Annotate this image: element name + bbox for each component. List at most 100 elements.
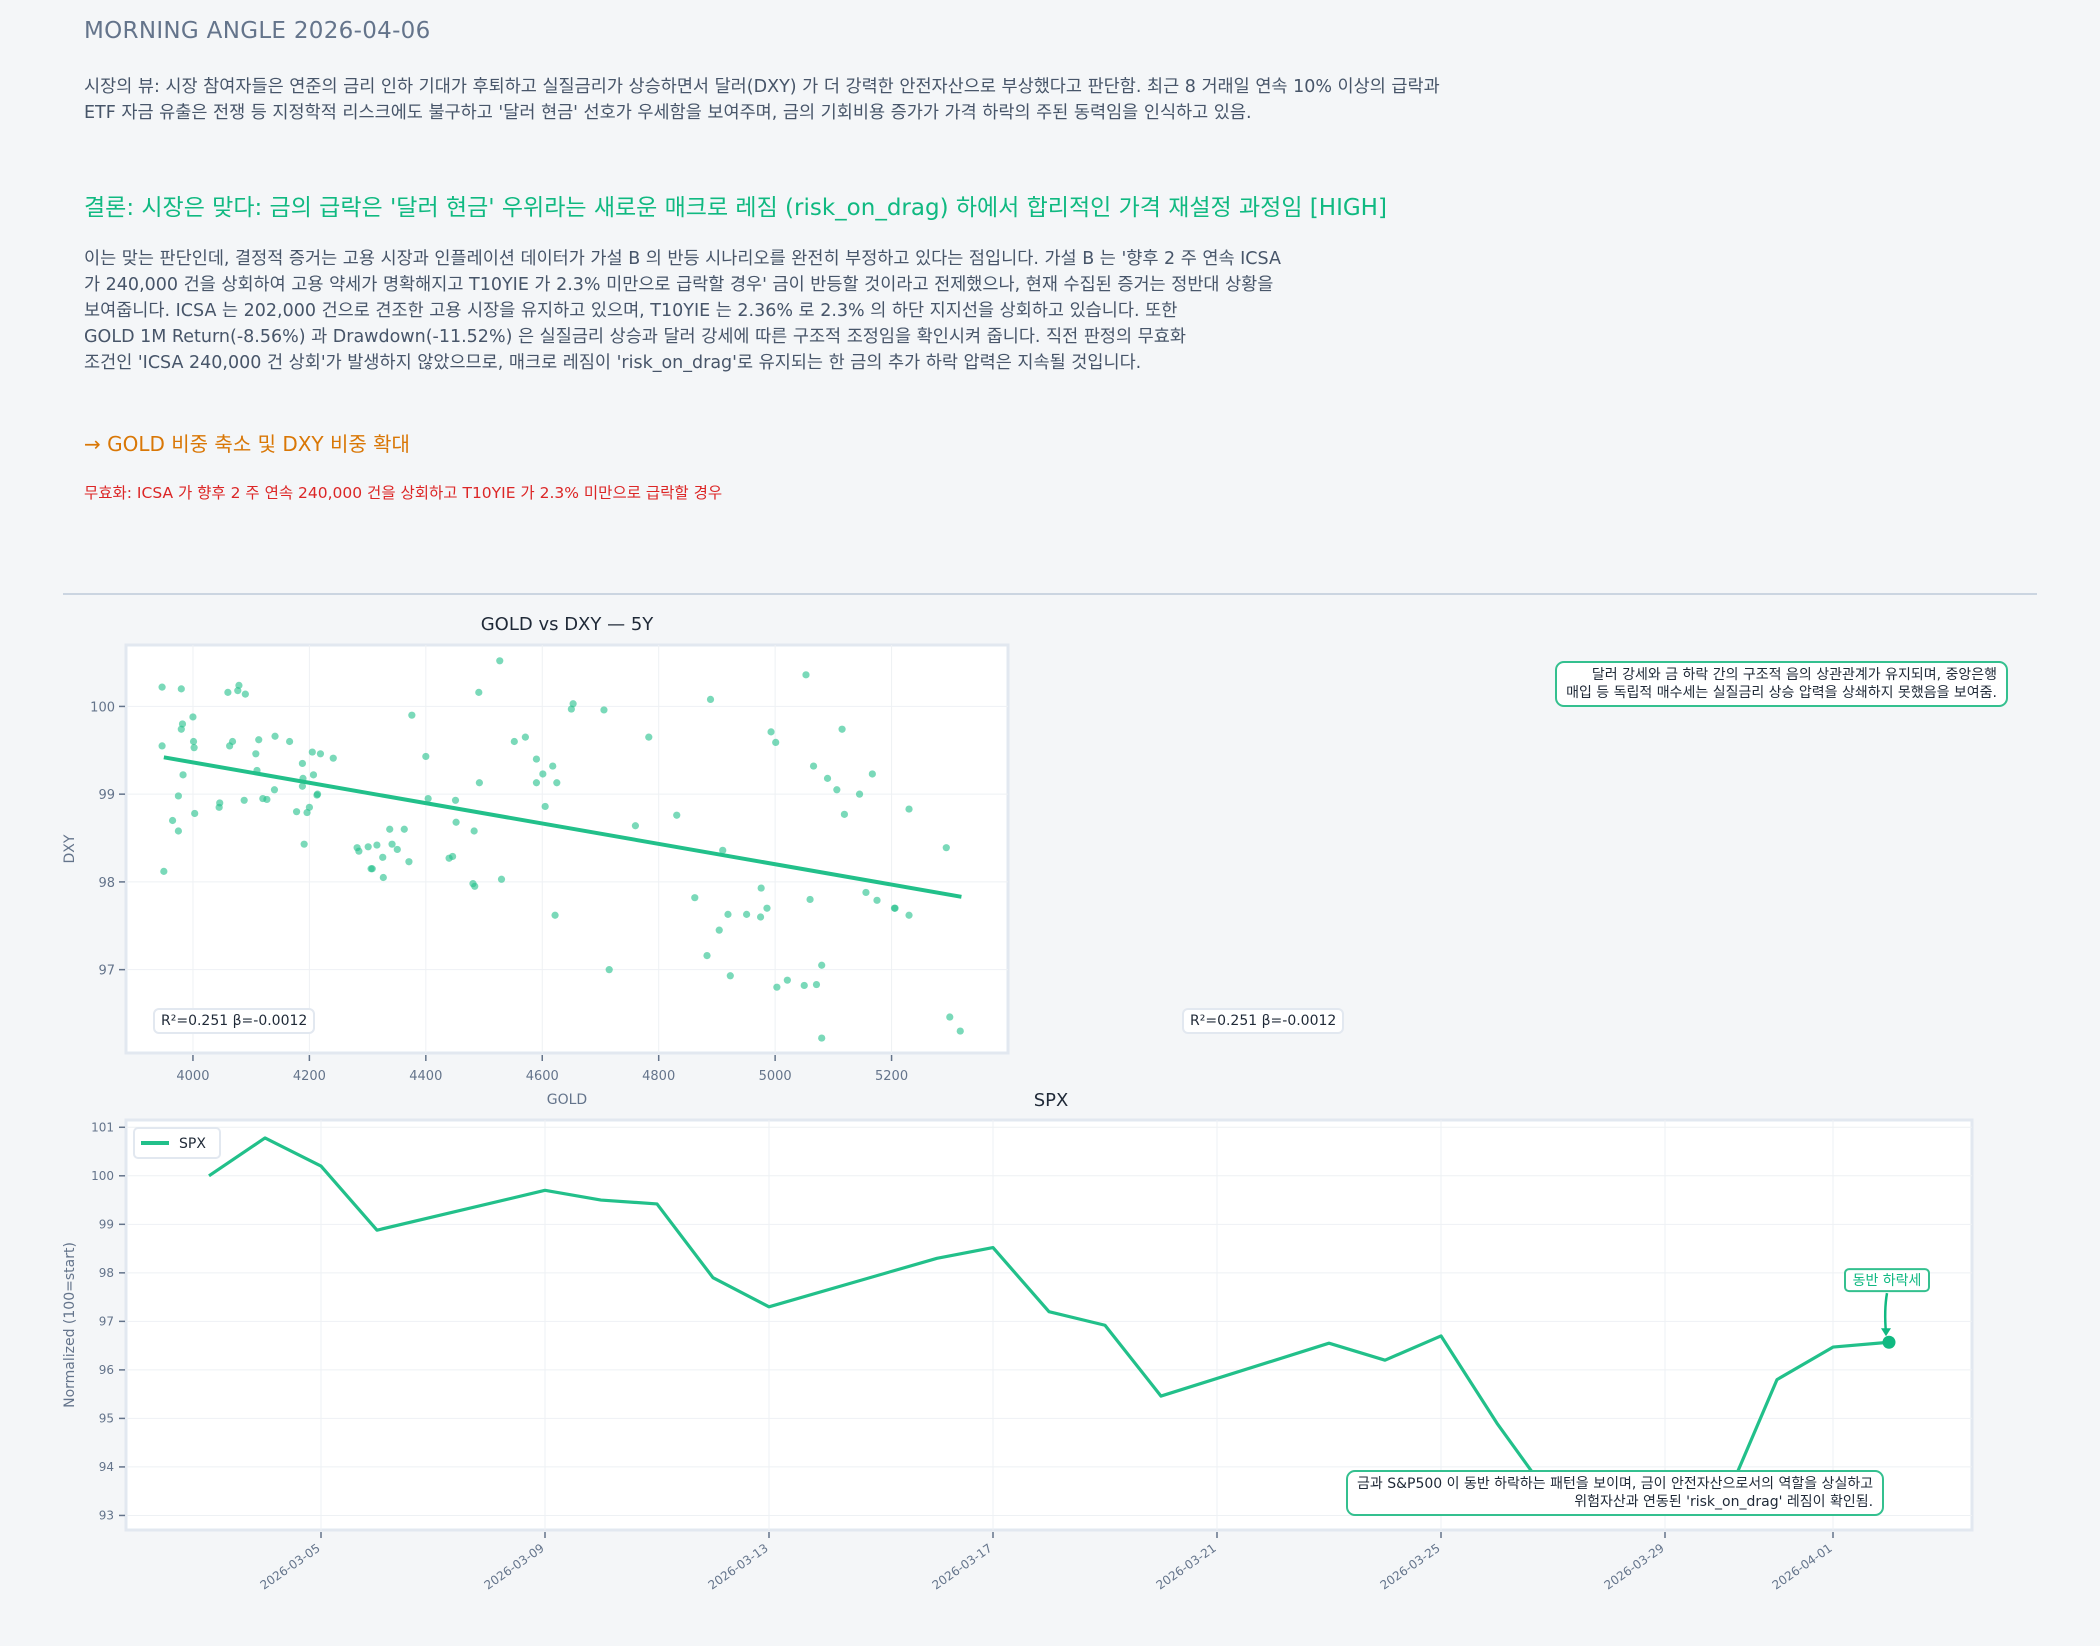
- data-point: [719, 846, 727, 854]
- data-point: [956, 1027, 964, 1035]
- data-point: [818, 1034, 826, 1042]
- data-point: [763, 904, 771, 912]
- data-point: [703, 952, 711, 960]
- data-point: [756, 913, 765, 921]
- data-point: [891, 904, 899, 912]
- data-point: [373, 841, 381, 849]
- data-point: [823, 774, 832, 782]
- data-point: [316, 750, 325, 758]
- x-tick-label: 5000: [759, 1069, 792, 1084]
- y-axis-label: DXY: [62, 834, 78, 863]
- regression-stats-box: R²=0.251 β=-0.0012: [153, 1008, 316, 1034]
- data-point: [216, 799, 224, 807]
- data-point: [189, 713, 197, 721]
- x-tick-label: 4400: [409, 1069, 442, 1084]
- annotation-line: 달러 강세와 금 하락 간의 구조적 음의 상관관계가 유지되며, 중앙은행: [1591, 667, 1997, 683]
- data-point: [521, 733, 529, 741]
- conclusion-heading: 결론: 시장은 맞다: 금의 급락은 '달러 현금' 우위라는 새로운 매크로 …: [84, 195, 1387, 221]
- data-point: [313, 790, 322, 798]
- data-point: [298, 782, 306, 790]
- analysis-line: 이는 맞는 판단인데, 결정적 증거는 고용 시장과 인플레이션 데이터가 가설…: [84, 249, 1281, 269]
- data-point: [368, 865, 376, 873]
- data-point: [240, 796, 248, 804]
- marker-label: 동반 하락세: [1853, 1273, 1922, 1289]
- x-tick-label: 2026-04-01: [1770, 1541, 1835, 1592]
- x-tick-label: 2026-03-21: [1154, 1541, 1219, 1592]
- data-point: [818, 961, 826, 969]
- y-tick-label: 96: [99, 1363, 114, 1377]
- data-point: [308, 748, 316, 756]
- data-point: [179, 771, 187, 779]
- data-point: [840, 810, 849, 818]
- x-tick-label: 2026-03-29: [1602, 1541, 1667, 1592]
- data-point: [355, 847, 363, 855]
- data-point: [802, 671, 810, 679]
- data-point: [408, 711, 416, 719]
- data-point: [158, 742, 166, 750]
- data-point: [497, 875, 506, 883]
- x-tick-label: 2026-03-13: [706, 1541, 771, 1592]
- y-tick-label: 95: [99, 1411, 114, 1425]
- data-point: [300, 840, 308, 848]
- plot-area: [124, 1118, 1974, 1532]
- x-tick-label: 4200: [293, 1069, 326, 1084]
- data-point: [812, 980, 821, 989]
- data-point: [862, 888, 870, 897]
- data-point: [298, 759, 306, 768]
- scatter-chart-5y: 4000 4200 4400 4600 4800 5000 5200 97 98 99 100 GOL…: [62, 614, 1010, 1108]
- data-point: [496, 657, 504, 665]
- y-tick-label: 100: [90, 700, 115, 715]
- data-point: [605, 966, 613, 974]
- data-point: [400, 825, 408, 833]
- y-tick-label: 99: [98, 788, 115, 803]
- data-point: [263, 795, 271, 804]
- data-point: [189, 737, 198, 746]
- data-point: [600, 706, 608, 714]
- data-point: [767, 728, 775, 736]
- data-point: [946, 1013, 954, 1021]
- data-point: [783, 976, 791, 984]
- analysis-body: 이는 맞는 판단인데, 결정적 증거는 고용 시장과 인플레이션 데이터가 가설…: [84, 246, 1424, 376]
- data-point: [772, 738, 780, 746]
- data-point: [285, 737, 294, 746]
- data-point: [224, 688, 232, 696]
- annotation-line: 매입 등 독립적 매수세는 실질금리 상승 압력을 상쇄하지 못했음을 보여줌.: [1566, 685, 1997, 701]
- data-point: [329, 754, 337, 762]
- data-point: [190, 744, 198, 752]
- data-point: [838, 725, 846, 733]
- data-point: [386, 825, 394, 833]
- latest-point-marker: [1882, 1335, 1896, 1349]
- data-point: [691, 894, 699, 902]
- section-divider: [63, 593, 2037, 595]
- data-point: [905, 805, 913, 813]
- analysis-line: 보여줍니다. ICSA 는 202,000 건으로 견조한 고용 시장을 유지하…: [84, 301, 1178, 321]
- data-point: [388, 840, 396, 848]
- regression-line: [163, 755, 962, 899]
- data-point: [645, 733, 653, 741]
- y-tick-label: 100: [91, 1169, 114, 1183]
- data-point: [292, 808, 301, 816]
- data-point: [706, 695, 715, 703]
- data-point: [241, 690, 249, 698]
- data-point: [553, 779, 561, 787]
- data-point: [305, 803, 313, 811]
- data-point: [235, 681, 243, 689]
- data-point: [532, 779, 541, 787]
- data-point: [475, 779, 483, 787]
- market-view-text: 시장의 뷰: 시장 참여자들은 연준의 금리 인하 기대가 후퇴하고 실질금리가…: [84, 77, 1440, 123]
- data-point: [174, 792, 182, 800]
- data-point: [270, 786, 279, 794]
- data-point: [252, 750, 260, 758]
- data-point: [178, 720, 187, 728]
- data-point: [905, 911, 913, 919]
- data-point: [806, 895, 814, 904]
- data-point: [191, 809, 199, 818]
- data-point: [228, 737, 237, 746]
- x-tick-label: 4000: [176, 1069, 209, 1084]
- data-point: [569, 700, 577, 708]
- data-point: [873, 896, 881, 904]
- y-tick-label: 101: [91, 1120, 114, 1134]
- x-tick-label: 2026-03-25: [1378, 1541, 1443, 1592]
- x-tick-label: 5200: [875, 1069, 908, 1084]
- y-tick-label: 97: [99, 1314, 114, 1328]
